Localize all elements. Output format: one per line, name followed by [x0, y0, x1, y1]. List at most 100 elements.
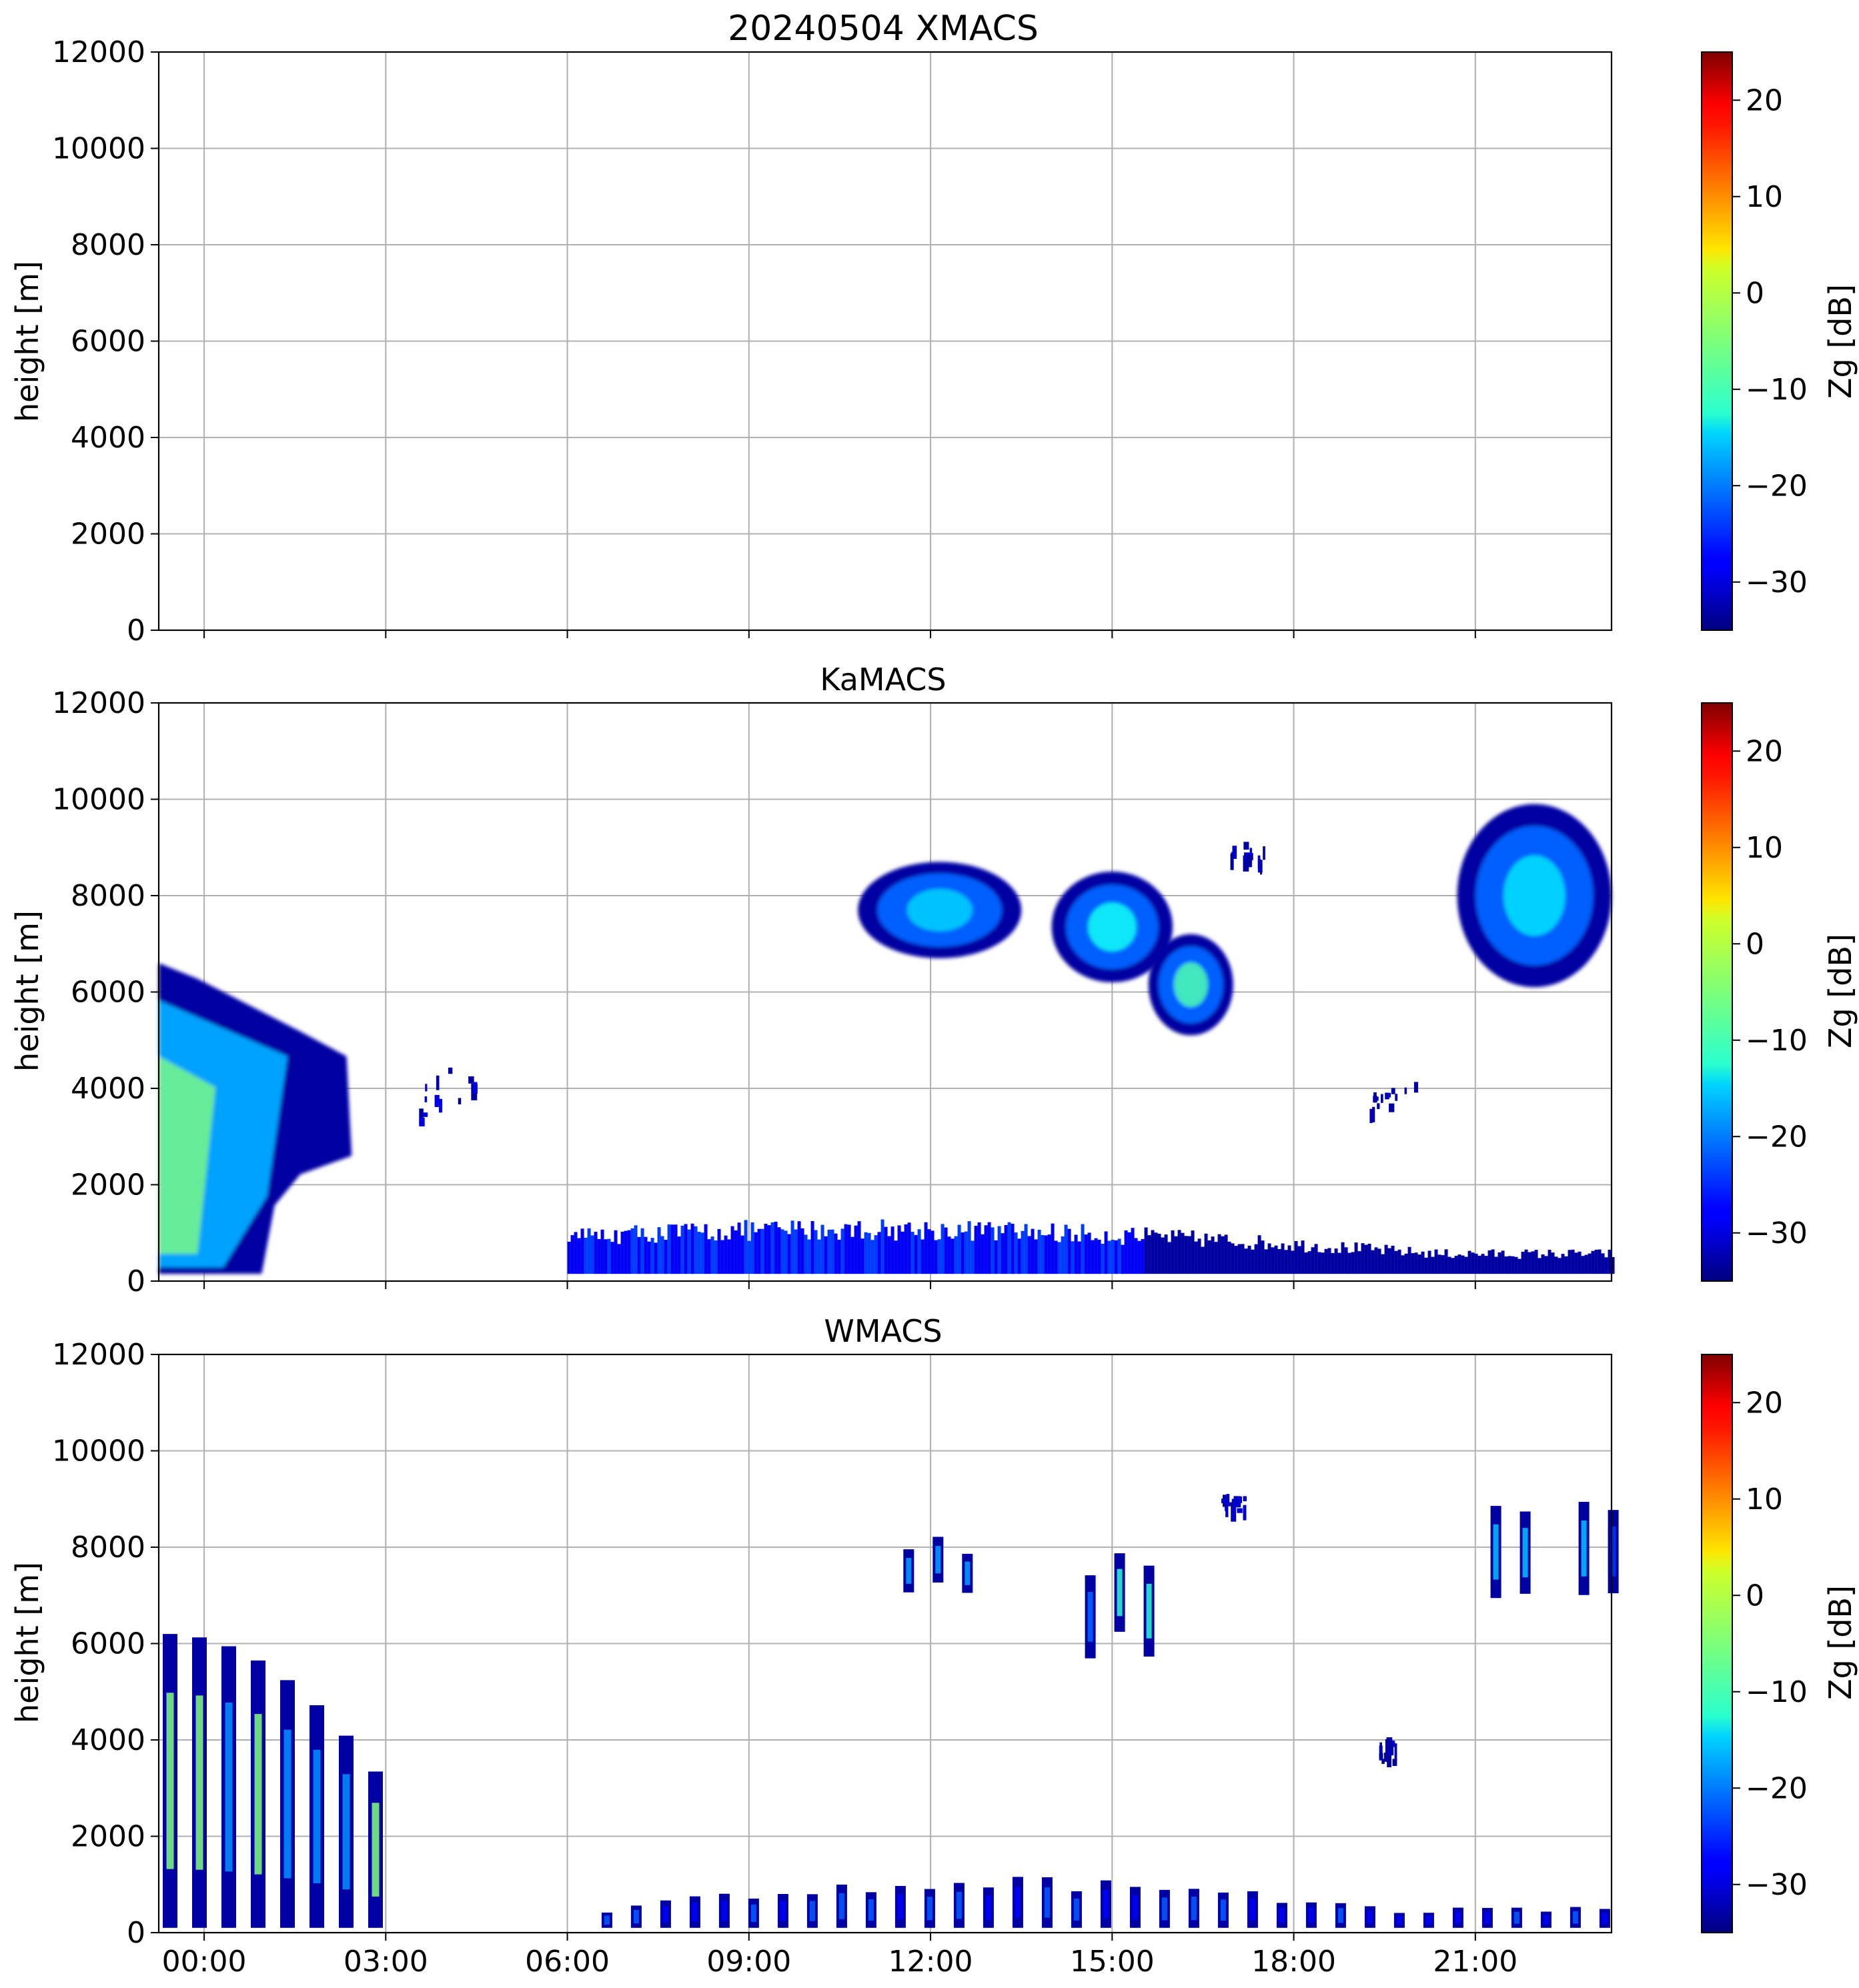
- echo-column: [1087, 1232, 1091, 1274]
- echo-column-core: [809, 1901, 815, 1921]
- echo-column: [1191, 1230, 1195, 1274]
- echo-column: [1104, 1231, 1108, 1274]
- echo-column: [1474, 1253, 1478, 1274]
- echo-column: [907, 1222, 911, 1274]
- y-tick-label: 10000: [52, 783, 145, 817]
- echo-column: [991, 1227, 995, 1274]
- panel-title: KaMACS: [820, 662, 946, 698]
- echo-column: [1351, 1252, 1355, 1274]
- echo-column: [714, 1240, 718, 1274]
- echo-column: [1531, 1251, 1535, 1274]
- echo-column: [780, 1229, 784, 1274]
- echo-column: [1214, 1242, 1218, 1274]
- echo-column: [774, 1221, 778, 1274]
- colorbar-tick-label: −20: [1746, 469, 1808, 503]
- echo-column: [1207, 1240, 1211, 1274]
- echo-column: [1417, 1254, 1421, 1274]
- colorbar: −30 −20 −10 0 10 20: [1701, 1354, 1808, 1933]
- echo-column: [1604, 1257, 1608, 1274]
- echo-column: [1551, 1252, 1555, 1274]
- echo-column-core: [1425, 1915, 1431, 1925]
- echo-column-core: [1522, 1528, 1528, 1578]
- echo-column: [1421, 1251, 1425, 1274]
- grid-lines: [159, 702, 1612, 1282]
- echo-column: [637, 1236, 641, 1274]
- echo-column: [1204, 1233, 1208, 1274]
- echo-column-core: [1191, 1896, 1197, 1921]
- echo-column: [994, 1240, 998, 1274]
- colorbar-tick-label: 10: [1746, 831, 1783, 865]
- echo-column: [1217, 1234, 1221, 1274]
- echo-column: [1134, 1238, 1138, 1274]
- echo-column-core: [633, 1910, 639, 1924]
- echo-column-core: [1455, 1911, 1461, 1924]
- echo-column-core: [1367, 1910, 1373, 1924]
- echo-column: [1321, 1252, 1325, 1274]
- echo-column: [844, 1224, 848, 1274]
- echo-column: [1461, 1255, 1465, 1274]
- echo-column: [1354, 1242, 1358, 1274]
- y-tick-label: 8000: [71, 228, 145, 262]
- echo-column: [951, 1238, 955, 1274]
- echo-fragment: [1221, 1494, 1247, 1522]
- echo-column: [1161, 1237, 1165, 1274]
- echo-column: [1361, 1243, 1365, 1274]
- echo-column: [1311, 1247, 1315, 1274]
- echo-column: [707, 1239, 711, 1274]
- x-tick-label: 18:00: [1251, 1945, 1336, 1979]
- echo-column: [824, 1236, 828, 1274]
- echo-blob: [858, 862, 1022, 958]
- echo-column: [997, 1226, 1001, 1274]
- echo-column: [1554, 1256, 1558, 1274]
- echo-column: [1571, 1249, 1575, 1274]
- y-tick-label: 0: [127, 614, 145, 648]
- y-tick-label: 8000: [71, 879, 145, 913]
- echo-column: [964, 1231, 968, 1274]
- echo-column: [1404, 1253, 1408, 1274]
- echo-column: [1041, 1234, 1045, 1274]
- echo-column: [987, 1222, 991, 1274]
- echo-column: [577, 1238, 581, 1274]
- echo-column-core: [1493, 1524, 1499, 1580]
- echo-column: [787, 1234, 791, 1274]
- echo-column: [817, 1239, 821, 1274]
- echo-fragment: [424, 1096, 428, 1102]
- echo-column: [1254, 1244, 1258, 1274]
- echo-column: [1578, 1251, 1582, 1274]
- echo-column: [740, 1235, 744, 1274]
- echo-fragment: [1372, 1106, 1375, 1122]
- echo-column-core: [372, 1803, 380, 1897]
- echo-fragment: [419, 1117, 425, 1127]
- echo-column: [1201, 1246, 1205, 1274]
- echo-column: [1144, 1227, 1148, 1274]
- echo-column: [1177, 1230, 1181, 1274]
- echo-column: [1034, 1239, 1038, 1274]
- echo-column: [657, 1227, 661, 1274]
- echo-column: [1521, 1252, 1525, 1274]
- echo-column: [687, 1229, 691, 1274]
- xmacs-panel: height [m] 0 2000 4000 6000 8000 10000 12000 −…: [9, 35, 1858, 648]
- echo-column: [1507, 1256, 1511, 1274]
- echo-fragment: [1381, 1759, 1385, 1764]
- echo-column: [854, 1225, 858, 1274]
- colorbar-tick-label: −10: [1746, 1024, 1808, 1058]
- echo-column: [680, 1225, 684, 1274]
- echo-fragment: [422, 1112, 428, 1117]
- echo-column: [1537, 1258, 1541, 1274]
- echo-column: [1564, 1256, 1568, 1274]
- y-tick-label: 6000: [71, 976, 145, 1010]
- echo-column: [1101, 1243, 1105, 1274]
- echo-column: [567, 1241, 571, 1274]
- echo-column: [810, 1220, 814, 1274]
- echo-column: [1397, 1249, 1401, 1274]
- echo-column: [904, 1224, 908, 1274]
- grid-lines: [159, 51, 1612, 631]
- echo-column: [754, 1232, 758, 1274]
- echo-column-core: [1132, 1895, 1138, 1920]
- echo-column-core: [1073, 1898, 1079, 1921]
- echo-fragment: [1226, 1494, 1230, 1505]
- colorbar-tick-label: 20: [1746, 734, 1783, 768]
- echo-column: [784, 1230, 788, 1274]
- echo-column: [660, 1236, 664, 1274]
- x-tick-label: 15:00: [1070, 1945, 1155, 1979]
